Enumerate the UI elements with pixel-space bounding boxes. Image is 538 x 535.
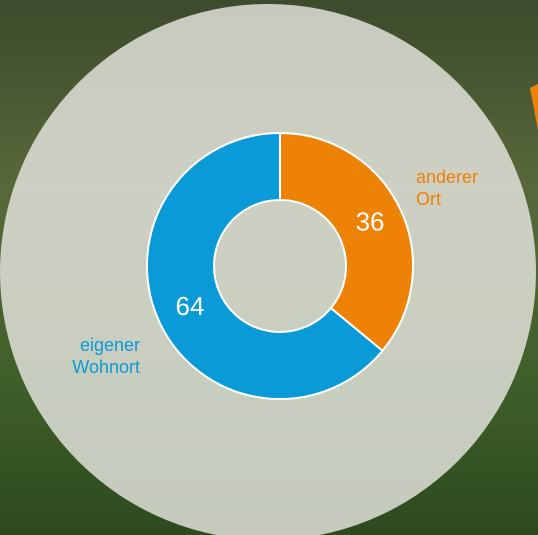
category-label: anderer Ort xyxy=(416,166,496,210)
chart: 36 64 xyxy=(0,0,538,535)
page: 36 64 anderer Ort eigener Wohnort xyxy=(0,0,538,535)
category-label: eigener Wohnort xyxy=(50,334,140,378)
value-label: 36 xyxy=(356,207,385,237)
backdrop-circle xyxy=(0,4,536,535)
value-label: 64 xyxy=(176,291,205,321)
